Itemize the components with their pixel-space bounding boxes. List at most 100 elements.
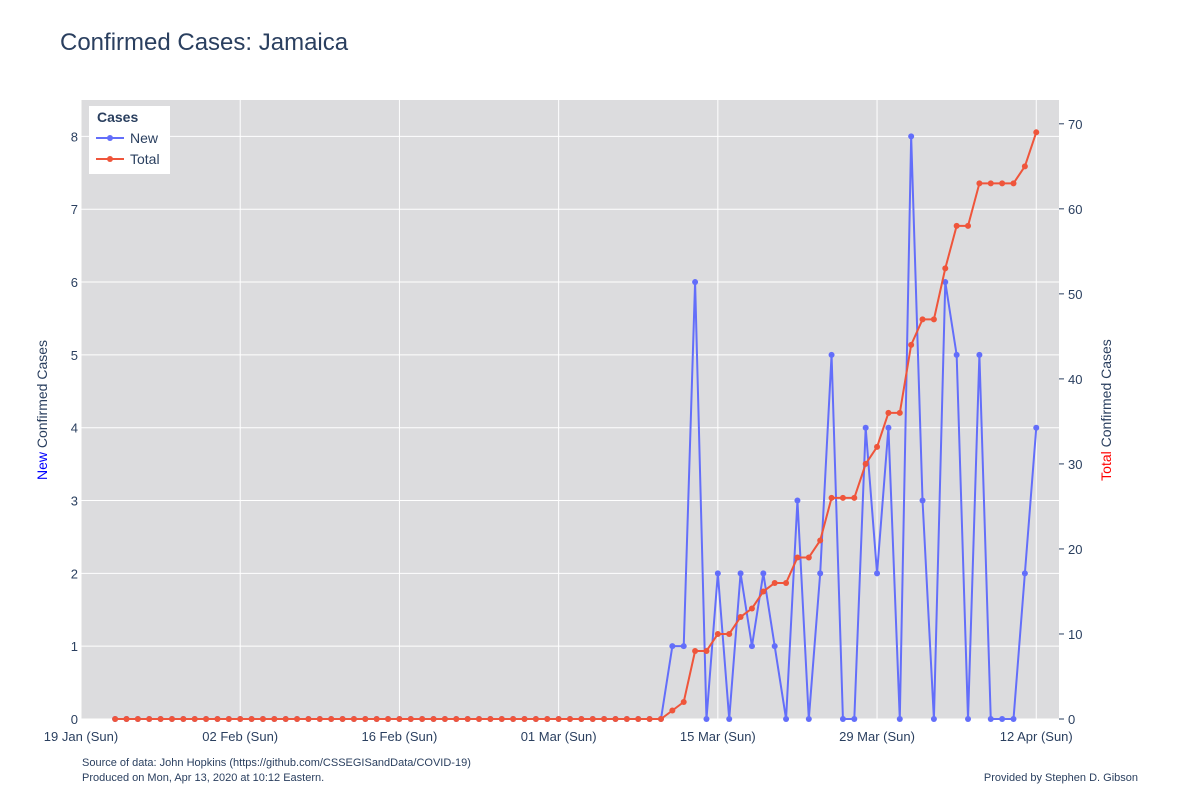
- series-new-point: [851, 716, 858, 722]
- series-new-point: [783, 716, 790, 722]
- right-y-tick-label: 30: [1068, 457, 1082, 472]
- series-total-point: [453, 716, 460, 722]
- series-new-point: [953, 351, 960, 358]
- series-new-point: [1021, 570, 1028, 577]
- series-total-point: [214, 716, 221, 722]
- right-y-tick-label: 40: [1068, 372, 1082, 387]
- series-total-point: [498, 716, 505, 722]
- series-total-point: [1033, 129, 1040, 136]
- series-total-point: [112, 716, 119, 722]
- series-total-point: [487, 716, 494, 722]
- left-y-axis: 0 1 2 3 4 5 6 7 8: [71, 129, 78, 727]
- series-total-point: [999, 180, 1006, 187]
- legend-total-marker: [107, 156, 113, 162]
- series-total-point: [987, 180, 994, 187]
- series-total-point: [623, 716, 630, 722]
- left-y-axis-title-rest: Confirmed Cases: [34, 340, 50, 452]
- series-new-point: [976, 351, 983, 358]
- series-new-point: [942, 279, 949, 286]
- series-new-point: [692, 279, 699, 286]
- series-total-point: [817, 537, 824, 544]
- series-total-point: [396, 716, 403, 722]
- legend-total-label: Total: [130, 151, 160, 167]
- series-total-point: [589, 716, 596, 722]
- series-total-point: [919, 316, 926, 323]
- series-total-point: [657, 716, 664, 722]
- series-total-point: [612, 716, 619, 722]
- series-new-point: [669, 643, 676, 650]
- x-tick-label: 15 Mar (Sun): [680, 729, 756, 744]
- series-total-point: [965, 222, 972, 229]
- series-total-point: [805, 554, 812, 561]
- series-total-point: [760, 588, 767, 595]
- series-total-point: [828, 494, 835, 501]
- right-y-tick-label: 0: [1068, 712, 1075, 727]
- series-total-point: [976, 180, 983, 187]
- legend-new-label: New: [130, 130, 159, 146]
- series-new-point: [805, 716, 812, 722]
- series-total-point: [703, 647, 710, 654]
- series-layer: [112, 129, 1040, 722]
- series-total-point: [168, 716, 175, 722]
- series-total-point: [373, 716, 380, 722]
- series-total-point: [362, 716, 369, 722]
- x-tick-label: 12 Apr (Sun): [1000, 729, 1073, 744]
- x-tick-label: 02 Feb (Sun): [202, 729, 278, 744]
- series-new-point: [987, 716, 994, 722]
- series-total-point: [851, 494, 858, 501]
- series-total-point: [885, 409, 892, 416]
- series-new-point: [930, 716, 937, 722]
- series-total-point: [646, 716, 653, 722]
- series-total-point: [476, 716, 483, 722]
- series-total-point: [1010, 180, 1017, 187]
- series-total-point: [464, 716, 471, 722]
- series-total-point: [908, 341, 915, 348]
- series-total-point: [521, 716, 528, 722]
- x-tick-label: 19 Jan (Sun): [44, 729, 118, 744]
- left-y-tick-label: 6: [71, 275, 78, 290]
- series-new-point: [999, 716, 1006, 722]
- series-total-point: [180, 716, 187, 722]
- right-y-axis: 0 10 20 30 40 50 60 70: [1059, 117, 1082, 727]
- left-y-tick-label: 1: [71, 639, 78, 654]
- series-new-point: [794, 497, 801, 504]
- series-total-point: [532, 716, 539, 722]
- series-total-point: [680, 698, 687, 705]
- right-y-tick-label: 60: [1068, 202, 1082, 217]
- right-y-tick-label: 10: [1068, 627, 1082, 642]
- series-total-point: [748, 605, 755, 612]
- series-total-point: [692, 647, 699, 654]
- series-new-point: [771, 643, 778, 650]
- series-total-point: [237, 716, 244, 722]
- x-tick-label: 01 Mar (Sun): [521, 729, 597, 744]
- right-y-tick-label: 50: [1068, 287, 1082, 302]
- left-y-tick-label: 7: [71, 202, 78, 217]
- series-total-point: [282, 716, 289, 722]
- series-total-point: [714, 630, 721, 637]
- series-total-point: [339, 716, 346, 722]
- series-total-point: [407, 716, 414, 722]
- left-y-tick-label: 5: [71, 348, 78, 363]
- series-total-point: [737, 613, 744, 620]
- legend-title: Cases: [97, 109, 138, 125]
- right-y-tick-label: 70: [1068, 117, 1082, 132]
- series-total-point: [385, 716, 392, 722]
- series-new-point: [1033, 424, 1040, 431]
- series-new-point: [965, 716, 972, 722]
- series-total-point: [157, 716, 164, 722]
- series-total-point: [146, 716, 153, 722]
- footer-source: Source of data: John Hopkins (https://gi…: [82, 757, 471, 769]
- series-new-point: [703, 716, 710, 722]
- right-y-tick-label: 20: [1068, 542, 1082, 557]
- series-total-point: [134, 716, 141, 722]
- series-new-point: [828, 351, 835, 358]
- series-total-point: [942, 265, 949, 272]
- series-total-point: [567, 716, 573, 722]
- series-total-point: [510, 716, 517, 722]
- series-total-point: [953, 222, 960, 229]
- series-new-point: [1010, 716, 1017, 722]
- series-new-point: [885, 424, 892, 431]
- series-total-point: [441, 716, 448, 722]
- left-y-tick-label: 4: [71, 421, 78, 436]
- series-new-point: [862, 424, 869, 431]
